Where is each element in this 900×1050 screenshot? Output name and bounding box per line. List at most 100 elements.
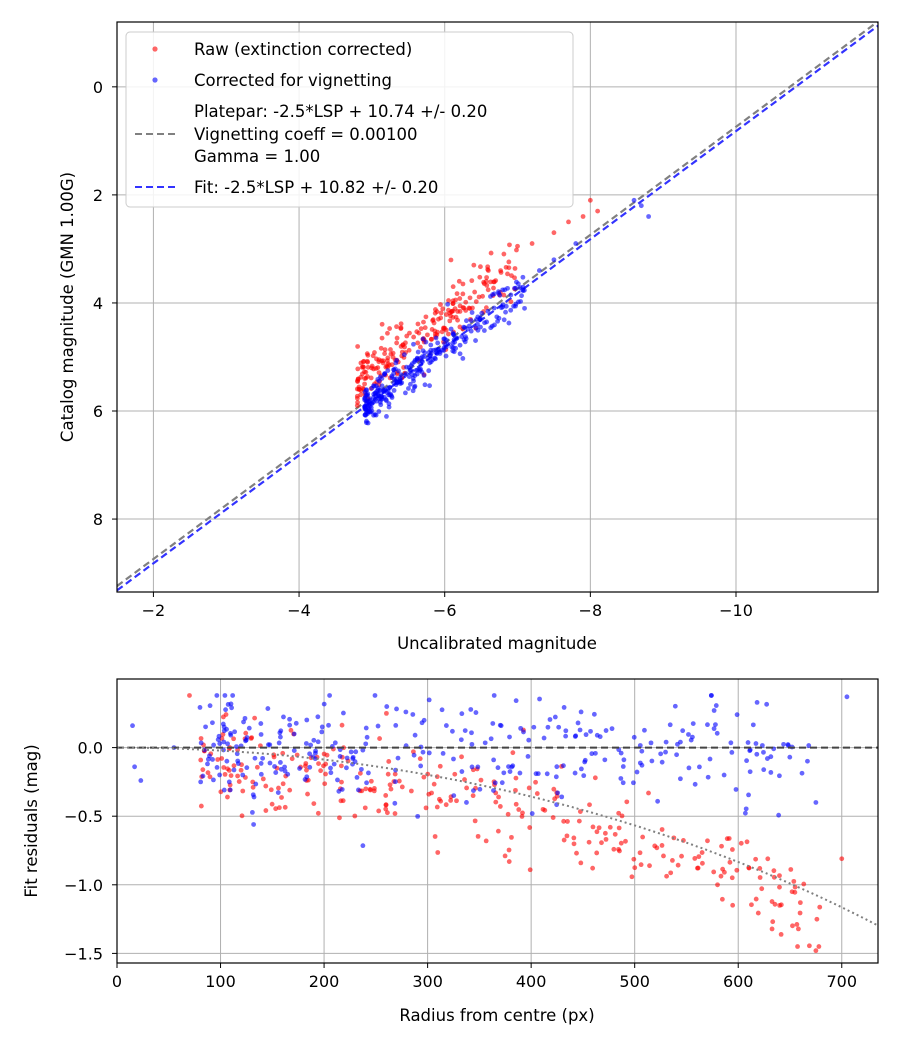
bottom-point-corrected <box>459 769 465 774</box>
top-point-raw <box>483 305 489 311</box>
bottom-point-corrected <box>287 716 292 722</box>
bottom-point-raw <box>362 805 368 811</box>
bottom-point-corrected <box>214 693 220 698</box>
bottom-point-corrected <box>384 704 390 709</box>
bottom-point-raw <box>576 818 582 824</box>
bottom-point-raw <box>280 750 286 756</box>
top-point-corrected <box>386 404 392 410</box>
bottom-point-corrected <box>744 758 749 764</box>
top-point-corrected <box>403 390 408 396</box>
top-point-raw <box>355 366 361 372</box>
bottom-point-raw <box>205 770 211 776</box>
bottom-points <box>130 693 850 954</box>
top-point-corrected <box>415 349 421 355</box>
bottom-point-corrected <box>510 763 516 769</box>
top-point-corrected <box>473 338 478 343</box>
bottom-point-corrected <box>572 770 578 776</box>
bottom-point-corrected <box>806 743 812 748</box>
bottom-point-raw <box>611 846 617 852</box>
bottom-point-corrected <box>462 728 468 734</box>
top-point-corrected <box>395 379 400 385</box>
top-point-raw <box>385 330 390 336</box>
top-point-raw <box>379 358 384 364</box>
bottom-point-raw <box>675 862 681 868</box>
bottom-point-raw <box>692 856 698 861</box>
bottom-point-raw <box>198 757 204 763</box>
top-point-corrected <box>508 307 514 313</box>
bottom-point-corrected <box>491 693 497 698</box>
bottom-point-raw <box>429 790 434 796</box>
bottom-point-corrected <box>705 774 711 780</box>
top-point-raw <box>460 281 466 287</box>
top-point-raw <box>467 306 473 311</box>
bottom-point-raw <box>744 839 750 845</box>
top-point-raw <box>387 326 393 331</box>
top-point-raw <box>398 321 404 327</box>
bottom-point-corrected <box>552 714 558 720</box>
bottom-point-corrected <box>713 703 719 708</box>
bottom-point-raw <box>437 763 443 769</box>
bottom-x-tick-label: 200 <box>309 972 340 991</box>
bottom-point-raw <box>357 770 363 776</box>
bottom-point-raw <box>797 910 803 916</box>
top-point-raw <box>363 369 369 375</box>
bottom-point-corrected <box>464 800 469 805</box>
bottom-point-raw <box>727 859 733 865</box>
bottom-point-corrected <box>544 771 550 777</box>
bottom-point-raw <box>839 856 845 862</box>
bottom-point-raw <box>303 761 309 766</box>
bottom-point-corrected <box>282 764 288 770</box>
top-point-raw <box>388 347 393 352</box>
bottom-point-raw <box>513 775 519 781</box>
bottom-point-corrected <box>754 700 760 705</box>
top-point-corrected <box>466 323 472 329</box>
bottom-point-corrected <box>291 748 297 753</box>
bottom-point-corrected <box>307 764 313 770</box>
top-y-tick-label: 2 <box>93 186 103 205</box>
bottom-point-raw <box>777 884 782 890</box>
top-point-corrected <box>379 383 385 389</box>
top-point-corrected <box>451 349 457 355</box>
top-point-corrected <box>418 361 424 367</box>
bottom-point-corrected <box>293 720 299 726</box>
bottom-y-tick-label: 0.0 <box>78 739 103 758</box>
bottom-point-corrected <box>231 767 237 773</box>
bottom-point-raw <box>738 840 744 846</box>
bottom-point-corrected <box>697 764 702 770</box>
top-x-tick-label: −8 <box>579 601 603 620</box>
bottom-point-raw <box>602 830 608 836</box>
top-point-corrected <box>459 334 465 339</box>
bottom-point-corrected <box>578 709 584 715</box>
top-point-corrected <box>371 391 377 397</box>
bottom-point-corrected <box>764 756 770 761</box>
top-point-corrected <box>417 368 423 374</box>
bottom-point-corrected <box>251 794 257 800</box>
bottom-point-raw <box>472 818 478 824</box>
top-point-corrected <box>462 339 468 345</box>
bottom-point-raw <box>718 873 724 879</box>
bottom-point-raw <box>322 781 328 787</box>
bottom-point-raw <box>304 767 309 773</box>
top-point-corrected <box>445 301 451 307</box>
bottom-point-raw <box>438 798 444 804</box>
bottom-y-tick-label: −1.5 <box>64 944 103 963</box>
top-point-raw <box>382 351 388 357</box>
top-point-raw <box>498 268 503 274</box>
bottom-point-corrected <box>692 781 698 787</box>
top-point-corrected <box>496 289 501 295</box>
bottom-point-raw <box>239 813 245 819</box>
top-point-corrected <box>363 388 369 393</box>
bottom-point-corrected <box>776 773 782 779</box>
bottom-point-corrected <box>686 732 691 737</box>
bottom-point-corrected <box>526 737 532 743</box>
bottom-point-raw <box>383 793 389 798</box>
top-point-raw <box>454 291 460 297</box>
bottom-point-corrected <box>440 750 446 756</box>
bottom-point-raw <box>432 834 438 839</box>
top-point-raw <box>595 208 601 214</box>
bottom-point-corrected <box>776 812 782 818</box>
bottom-point-corrected <box>198 740 204 746</box>
bottom-point-raw <box>637 850 643 856</box>
top-point-corrected <box>379 376 385 381</box>
bottom-point-corrected <box>477 786 483 792</box>
